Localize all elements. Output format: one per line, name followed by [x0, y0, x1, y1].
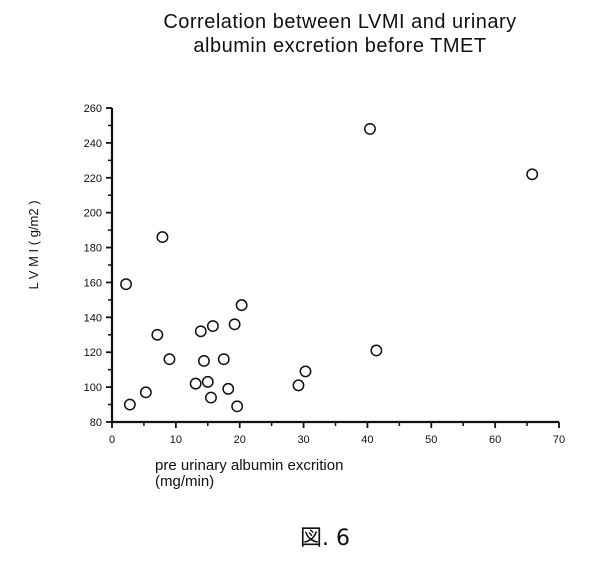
y-tick-label: 200: [84, 208, 102, 220]
data-point: [201, 375, 214, 388]
data-point: [163, 353, 176, 366]
y-axis: 80 100 120 140 160 180 200 220 240 260: [84, 103, 114, 429]
data-point: [222, 382, 235, 395]
x-axis: 0 10 20 30 40 50 60 70: [109, 420, 565, 446]
data-point: [139, 386, 152, 399]
data-point: [235, 299, 248, 312]
y-tick-label: 260: [84, 103, 102, 115]
y-tick-label: 80: [90, 417, 102, 429]
data-point: [299, 365, 312, 378]
chart-title: Correlation between LVMI and urinary alb…: [90, 10, 590, 58]
data-point: [292, 379, 305, 392]
data-point: [151, 328, 164, 341]
x-tick-label: 30: [297, 434, 309, 446]
x-axis-label: pre urinary albumin excrition (mg/min): [155, 458, 343, 490]
x-tick-label: 0: [109, 434, 115, 446]
data-points: [120, 122, 539, 413]
chart-title-line-1: Correlation between LVMI and urinary: [163, 11, 517, 33]
y-tick-label: 100: [84, 382, 102, 394]
data-point: [370, 344, 383, 357]
x-tick-label: 70: [553, 434, 565, 446]
data-point: [205, 391, 217, 404]
data-point: [228, 318, 241, 331]
data-point: [189, 377, 202, 390]
data-point: [198, 354, 210, 367]
y-tick-label: 220: [84, 173, 102, 185]
y-tick-label: 160: [84, 277, 102, 289]
x-tick-label: 10: [170, 434, 182, 446]
y-axis-label: L V M I ( g/m2 ): [26, 200, 41, 289]
x-tick-label: 20: [234, 434, 246, 446]
y-tick-label: 120: [84, 347, 102, 359]
data-point: [123, 398, 136, 411]
y-tick-label: 180: [84, 243, 102, 255]
data-point: [217, 353, 230, 366]
y-tick-label: 140: [84, 312, 102, 324]
x-tick-label: 40: [361, 434, 373, 446]
x-axis-label-line-1: pre urinary albumin excrition: [155, 457, 344, 474]
data-point: [526, 168, 539, 181]
chart-title-line-2: albumin excretion before TMET: [193, 35, 487, 57]
data-point: [364, 122, 376, 135]
x-tick-label: 60: [489, 434, 501, 446]
data-point: [156, 231, 169, 244]
y-tick-label: 240: [84, 138, 102, 150]
x-axis-label-line-2: (mg/min): [155, 473, 215, 490]
x-tick-label: 50: [425, 434, 437, 446]
data-point: [231, 400, 244, 413]
data-point: [120, 278, 132, 291]
data-point: [194, 325, 207, 338]
figure-caption: 図. 6: [300, 526, 350, 551]
data-point: [206, 320, 219, 333]
